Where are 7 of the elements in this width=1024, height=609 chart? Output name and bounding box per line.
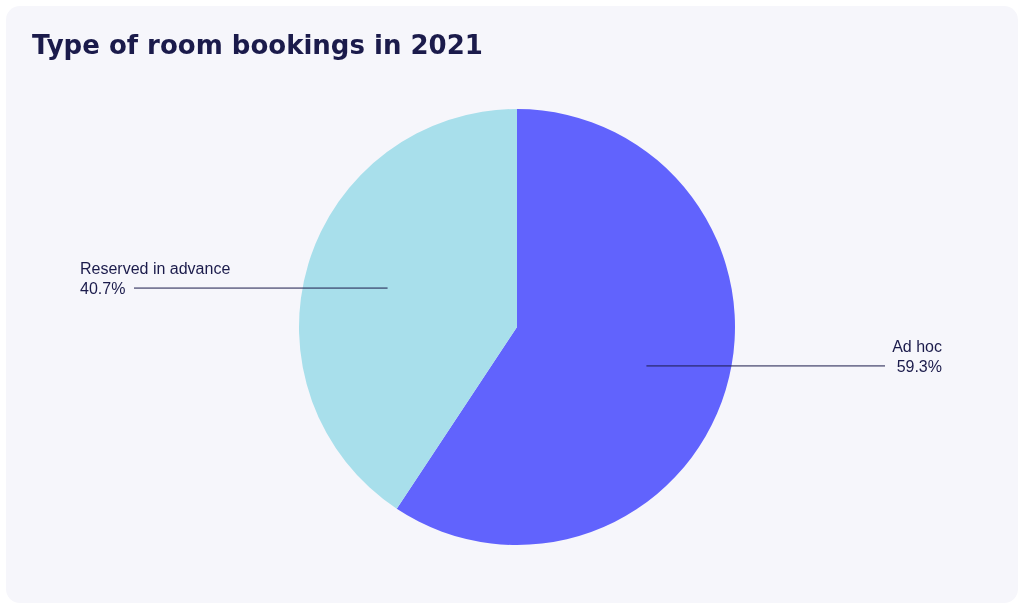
pie-slice (299, 109, 517, 509)
slice-label: Ad hoc (892, 337, 942, 355)
pie-slice (396, 109, 735, 545)
slice-label: Reserved in advance (80, 260, 231, 278)
data-label: 59.3% (896, 357, 942, 375)
chart-title: Type of room bookings in 2021 (32, 30, 483, 60)
data-label: 40.7% (80, 280, 126, 298)
